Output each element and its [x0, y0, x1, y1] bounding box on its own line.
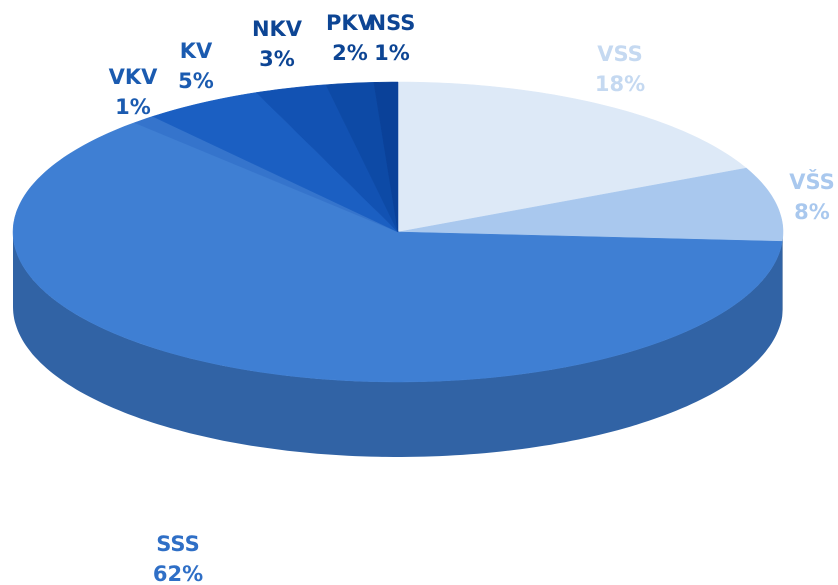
- slice-label: VŠS: [789, 169, 835, 194]
- slice-label: NSS: [369, 11, 416, 35]
- slice-label: NKV: [252, 17, 303, 41]
- slice: [325, 82, 399, 233]
- slice-value-label: 62%: [153, 562, 203, 585]
- slice-value-label: 5%: [178, 69, 214, 93]
- slice-value-label: 1%: [115, 95, 151, 119]
- slice-value-label: 18%: [595, 72, 645, 96]
- slice-value-label: 1%: [374, 41, 410, 65]
- slice-label: VSS: [597, 42, 643, 66]
- slice-value-label: 2%: [332, 41, 368, 65]
- slice-side: [13, 232, 783, 457]
- slice: [397, 167, 784, 242]
- slice: [255, 84, 399, 233]
- slice-value-label: 3%: [259, 47, 295, 71]
- slice-label: PKV: [326, 11, 375, 35]
- slice: [12, 122, 783, 383]
- slice: [373, 81, 399, 233]
- slice-label: SSS: [156, 532, 200, 556]
- slice: [151, 92, 399, 233]
- slice: [397, 81, 748, 233]
- slice-value-label: 8%: [794, 200, 830, 224]
- slice-label: KV: [180, 39, 213, 63]
- slice-label: VKV: [109, 65, 159, 89]
- slice-side: [782, 232, 783, 317]
